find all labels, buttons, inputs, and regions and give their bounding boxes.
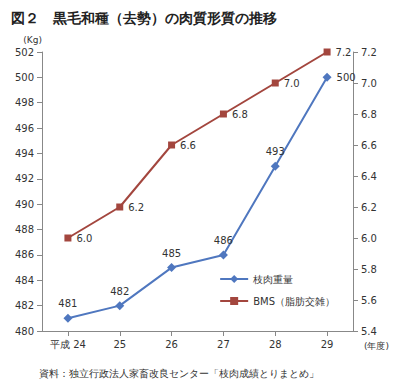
svg-text:(年度): (年度) bbox=[364, 341, 389, 351]
svg-text:平成 24: 平成 24 bbox=[50, 339, 86, 350]
svg-text:486: 486 bbox=[15, 249, 34, 260]
svg-text:26: 26 bbox=[165, 339, 178, 350]
svg-text:6.2: 6.2 bbox=[361, 202, 377, 213]
svg-text:枝肉重量: 枝肉重量 bbox=[252, 274, 293, 285]
svg-text:6.6: 6.6 bbox=[180, 140, 196, 151]
svg-text:500: 500 bbox=[337, 72, 356, 83]
svg-text:500: 500 bbox=[15, 72, 34, 83]
svg-text:6.8: 6.8 bbox=[232, 109, 248, 120]
svg-text:27: 27 bbox=[217, 339, 230, 350]
svg-text:480: 480 bbox=[15, 326, 34, 337]
svg-text:493: 493 bbox=[266, 146, 285, 157]
svg-text:図２ 黒毛和種（去勢）の肉質形質の推移: 図２ 黒毛和種（去勢）の肉質形質の推移 bbox=[11, 10, 277, 26]
svg-text:484: 484 bbox=[15, 275, 34, 286]
svg-text:29: 29 bbox=[321, 339, 334, 350]
svg-text:488: 488 bbox=[15, 224, 34, 235]
svg-text:496: 496 bbox=[15, 123, 34, 134]
svg-text:28: 28 bbox=[269, 339, 282, 350]
svg-text:BMS（脂肪交雑）: BMS（脂肪交雑） bbox=[253, 296, 335, 307]
svg-text:7.0: 7.0 bbox=[284, 78, 300, 89]
svg-text:7.2: 7.2 bbox=[361, 47, 377, 58]
svg-text:492: 492 bbox=[15, 173, 34, 184]
svg-text:25: 25 bbox=[113, 339, 126, 350]
svg-text:481: 481 bbox=[58, 298, 77, 309]
svg-text:6.4: 6.4 bbox=[361, 171, 377, 182]
svg-text:6.0: 6.0 bbox=[361, 233, 377, 244]
svg-text:482: 482 bbox=[110, 286, 129, 297]
svg-text:490: 490 bbox=[15, 199, 34, 210]
svg-text:6.6: 6.6 bbox=[361, 140, 377, 151]
svg-text:5.8: 5.8 bbox=[361, 264, 377, 275]
svg-text:6.0: 6.0 bbox=[76, 233, 92, 244]
svg-text:498: 498 bbox=[15, 97, 34, 108]
svg-text:486: 486 bbox=[214, 235, 233, 246]
svg-text:6.8: 6.8 bbox=[361, 109, 377, 120]
svg-text:494: 494 bbox=[15, 148, 34, 159]
svg-text:7.0: 7.0 bbox=[361, 78, 377, 89]
svg-text:5.4: 5.4 bbox=[361, 326, 377, 337]
svg-text:482: 482 bbox=[15, 300, 34, 311]
svg-text:(Kg): (Kg) bbox=[23, 35, 42, 45]
svg-text:5.6: 5.6 bbox=[361, 295, 377, 306]
svg-text:資料：独立行政法人家畜改良センター「枝肉成績とりまとめ」: 資料：独立行政法人家畜改良センター「枝肉成績とりまとめ」 bbox=[39, 368, 319, 379]
svg-text:7.2: 7.2 bbox=[336, 47, 352, 58]
svg-text:6.2: 6.2 bbox=[128, 202, 144, 213]
svg-text:485: 485 bbox=[162, 248, 181, 259]
svg-text:502: 502 bbox=[15, 47, 34, 58]
